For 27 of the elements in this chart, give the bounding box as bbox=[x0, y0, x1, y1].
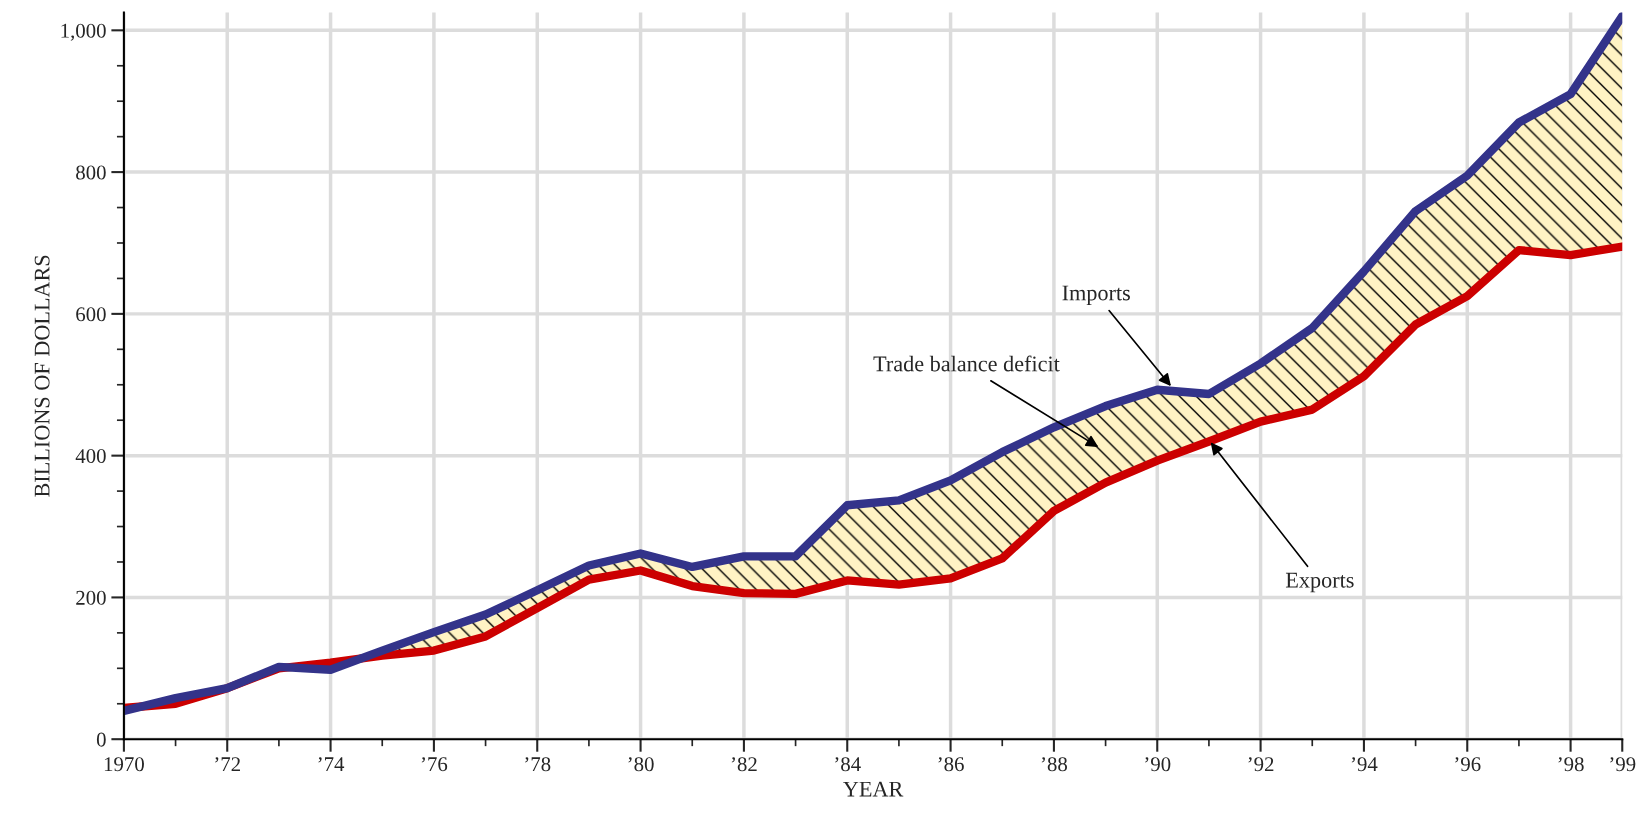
x-tick-label: ’72 bbox=[215, 757, 240, 772]
x-tick-label: ’90 bbox=[1145, 757, 1171, 772]
x-tick-label: ’86 bbox=[938, 757, 964, 772]
x-tick-label: ’80 bbox=[628, 757, 654, 772]
x-tick-label: ’99 bbox=[1610, 757, 1636, 772]
y-tick-label: 1,000 bbox=[61, 23, 106, 41]
x-tick-label: ’76 bbox=[421, 757, 448, 772]
x-tick-label: ’94 bbox=[1351, 757, 1378, 772]
x-axis-title: YEAR bbox=[843, 781, 904, 797]
x-tick-label: ’98 bbox=[1558, 757, 1584, 772]
y-tick-label: 0 bbox=[96, 732, 106, 747]
annotation: Imports bbox=[1062, 285, 1130, 305]
y-tick-label: 600 bbox=[76, 307, 106, 322]
y-axis-title: BILLIONS OF DOLLARS bbox=[34, 255, 50, 497]
x-tick-label: ’82 bbox=[731, 757, 757, 772]
y-tick-label: 400 bbox=[75, 449, 106, 464]
x-tick-label: ’84 bbox=[835, 757, 861, 772]
x-tick-label: ’92 bbox=[1248, 757, 1274, 772]
x-tick-label: ’74 bbox=[318, 757, 345, 772]
annotation: Trade balance deficit bbox=[873, 355, 1060, 372]
y-tick-label: 800 bbox=[76, 165, 106, 180]
x-tick-label: ’88 bbox=[1041, 757, 1068, 772]
x-tick-label: ’78 bbox=[525, 757, 551, 772]
x-tick-label: ’96 bbox=[1455, 757, 1481, 772]
annotation: Exports bbox=[1285, 572, 1354, 593]
x-tick-label: 1970 bbox=[104, 757, 144, 772]
y-tick-label: 200 bbox=[76, 590, 106, 605]
